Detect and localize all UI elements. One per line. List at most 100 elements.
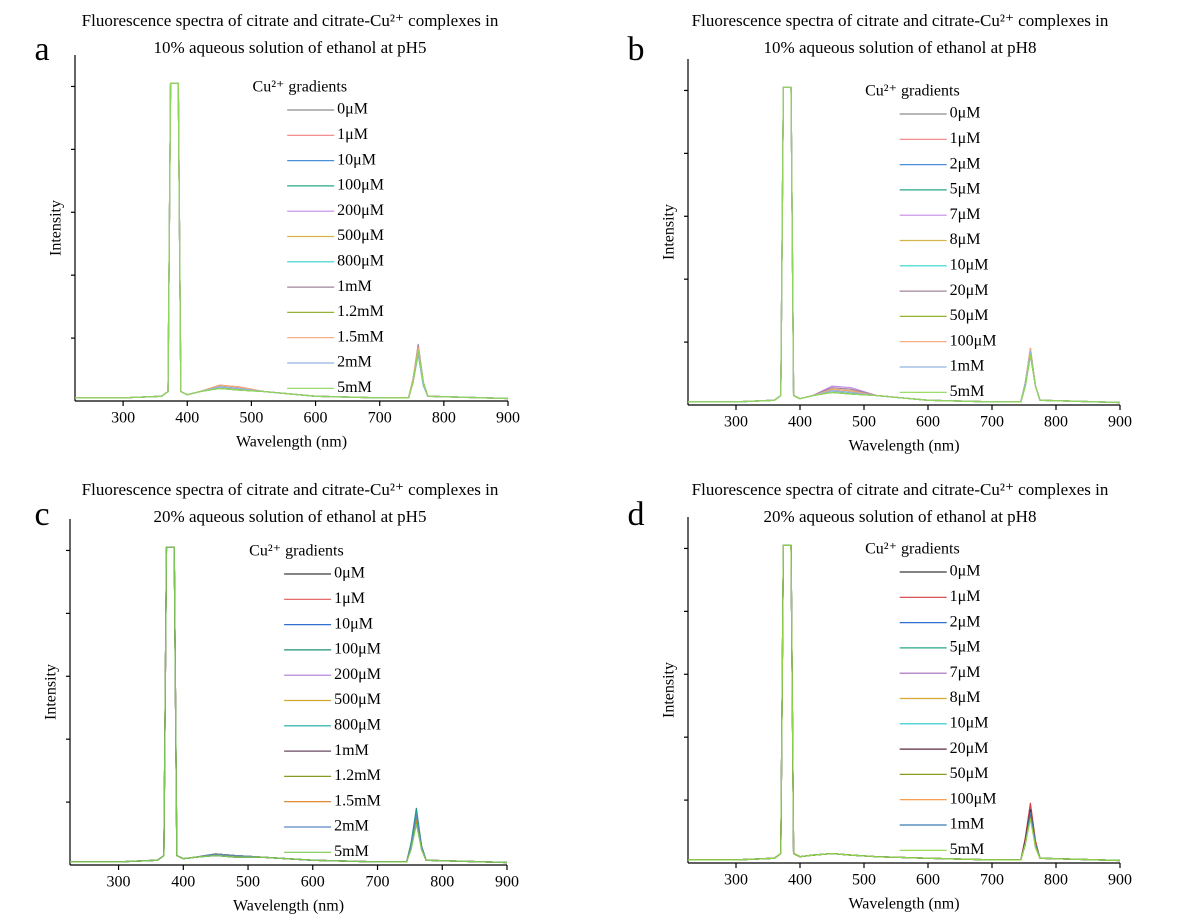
- x-tick-label: 300: [724, 414, 748, 431]
- x-tick-label: 400: [788, 872, 812, 889]
- spectrum-line: [70, 546, 508, 864]
- legend-label: 50μM: [950, 307, 989, 324]
- legend-label: 10μM: [950, 256, 989, 273]
- spectrum-line: [70, 546, 508, 864]
- x-tick-label: 400: [788, 414, 812, 431]
- spectrum-line: [688, 544, 1121, 862]
- chart-title: Fluorescence spectra of citrate and citr…: [692, 11, 1109, 30]
- chart-title: Fluorescence spectra of citrate and citr…: [692, 480, 1109, 499]
- legend-label: 1μM: [337, 126, 368, 143]
- legend-label: 800μM: [334, 716, 381, 733]
- legend-label: 1mM: [334, 742, 369, 759]
- legend-label: 100μM: [950, 790, 997, 807]
- legend-label: 5μM: [950, 181, 981, 198]
- x-tick-label: 900: [496, 410, 520, 427]
- spectrum-line: [688, 544, 1121, 862]
- x-tick-label: 600: [916, 872, 940, 889]
- legend-label: 100μM: [337, 177, 384, 194]
- legend-title: Cu²⁺ gradients: [865, 83, 960, 100]
- spectrum-line: [70, 546, 508, 864]
- spectrum-line: [75, 82, 509, 400]
- legend-label: 200μM: [337, 202, 384, 219]
- legend-label: 8μM: [950, 231, 981, 248]
- x-tick-label: 300: [107, 874, 131, 891]
- legend-label: 1mM: [337, 278, 372, 295]
- panel-label: c: [34, 496, 49, 533]
- legend-label: 50μM: [950, 765, 989, 782]
- chart-title: 10% aqueous solution of ethanol at pH8: [764, 38, 1037, 57]
- spectrum-line: [688, 544, 1121, 862]
- spectrum-line: [688, 86, 1121, 404]
- x-axis-label: Wavelength (nm): [848, 438, 959, 455]
- x-tick-label: 700: [366, 874, 390, 891]
- legend-label: 0μM: [334, 565, 365, 582]
- chart-title: 10% aqueous solution of ethanol at pH5: [154, 38, 427, 57]
- x-tick-label: 500: [236, 874, 260, 891]
- spectrum-line: [688, 86, 1121, 404]
- panel-label: d: [628, 496, 645, 533]
- legend-label: 20μM: [950, 282, 989, 299]
- spectrum-line: [75, 82, 509, 400]
- chart-title: 20% aqueous solution of ethanol at pH5: [154, 507, 427, 526]
- legend-label: 20μM: [950, 740, 989, 757]
- legend-label: 800μM: [337, 252, 384, 269]
- x-tick-label: 700: [368, 410, 392, 427]
- legend-label: 0μM: [950, 563, 981, 580]
- panel-label: b: [628, 31, 645, 68]
- legend-label: 8μM: [950, 689, 981, 706]
- legend-label: 1.2mM: [334, 767, 381, 784]
- y-axis-label: Intensity: [661, 662, 678, 718]
- x-tick-label: 900: [495, 874, 519, 891]
- spectrum-line: [688, 544, 1121, 862]
- spectrum-line: [70, 546, 508, 864]
- spectrum-line: [75, 82, 509, 400]
- spectrum-line: [688, 86, 1121, 404]
- spectrum-line: [70, 546, 508, 864]
- x-tick-label: 600: [304, 410, 328, 427]
- spectrum-line: [688, 544, 1121, 862]
- legend-label: 7μM: [950, 206, 981, 223]
- legend-label: 200μM: [334, 666, 381, 683]
- legend-label: 1.2mM: [337, 303, 384, 320]
- y-axis-label: Intensity: [661, 204, 678, 260]
- spectrum-line: [70, 546, 508, 864]
- y-axis-label: Intensity: [43, 664, 60, 720]
- legend-label: 1.5mM: [334, 792, 381, 809]
- y-axis-label: Intensity: [48, 200, 65, 256]
- x-tick-label: 300: [724, 872, 748, 889]
- legend-label: 0μM: [950, 105, 981, 122]
- legend-label: 100μM: [950, 332, 997, 349]
- x-tick-label: 700: [980, 414, 1004, 431]
- spectrum-line: [688, 544, 1121, 862]
- legend-label: 10μM: [334, 615, 373, 632]
- spectrum-line: [688, 544, 1121, 862]
- legend-label: 2μM: [950, 613, 981, 630]
- chart-title: 20% aqueous solution of ethanol at pH8: [764, 507, 1037, 526]
- legend-label: 1μM: [950, 588, 981, 605]
- spectrum-line: [75, 82, 509, 400]
- x-tick-label: 700: [980, 872, 1004, 889]
- legend-label: 5mM: [950, 383, 985, 400]
- spectrum-line: [688, 86, 1121, 404]
- x-tick-label: 600: [301, 874, 325, 891]
- legend-label: 10μM: [337, 151, 376, 168]
- spectrum-line: [688, 544, 1121, 862]
- x-tick-label: 600: [916, 414, 940, 431]
- spectrum-line: [688, 86, 1121, 404]
- spectrum-line: [75, 82, 509, 400]
- spectrum-line: [75, 82, 509, 400]
- legend-label: 0μM: [337, 101, 368, 118]
- legend-label: 1μM: [950, 130, 981, 147]
- spectrum-line: [688, 86, 1121, 404]
- legend-label: 2μM: [950, 155, 981, 172]
- panel-label: a: [34, 31, 49, 68]
- legend-label: 500μM: [334, 691, 381, 708]
- legend-label: 1.5mM: [337, 328, 384, 345]
- spectrum-line: [688, 86, 1121, 404]
- x-tick-label: 500: [852, 872, 876, 889]
- legend-label: 100μM: [334, 641, 381, 658]
- legend-label: 10μM: [950, 714, 989, 731]
- x-tick-label: 800: [430, 874, 454, 891]
- spectrum-line: [70, 546, 508, 864]
